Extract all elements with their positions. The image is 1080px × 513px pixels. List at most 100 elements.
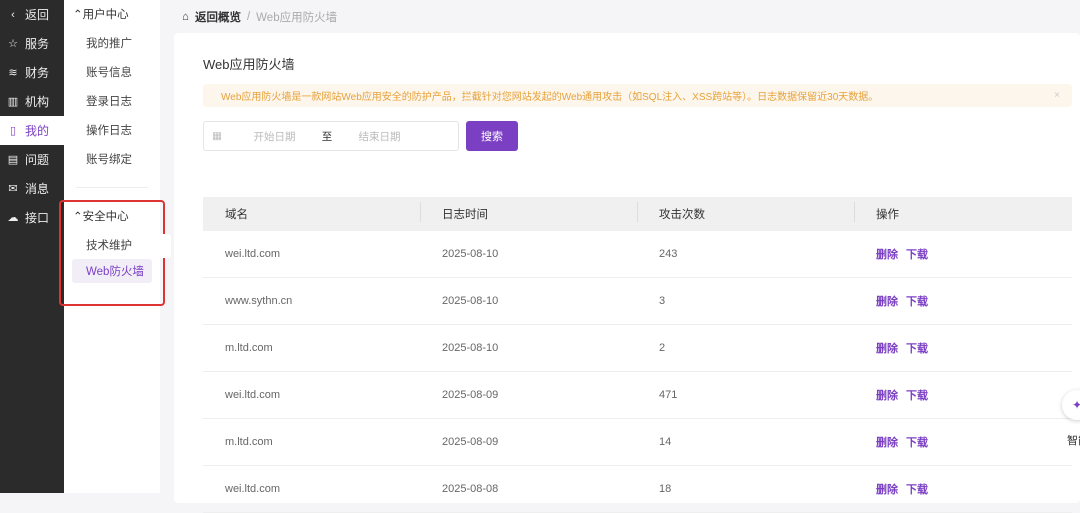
chevron-left-icon: ‹ bbox=[11, 8, 15, 21]
table-cell: www.sythn.cn bbox=[225, 295, 293, 307]
nav-label: 返回 bbox=[25, 8, 50, 22]
log-table: 域名 日志时间 攻击次数 操作 wei.ltd.com 2025-08-10 243 删除下… bbox=[203, 197, 1072, 513]
sidebar-item[interactable]: 操作日志 bbox=[86, 124, 132, 137]
table-cell: 14 bbox=[659, 436, 672, 448]
nav-item-1[interactable]: ☆ 服务 bbox=[0, 29, 64, 58]
nav-label: 服务 bbox=[25, 37, 50, 51]
home-icon: ⌂ bbox=[182, 11, 189, 23]
nav-item-0[interactable]: ‹ 返回 bbox=[0, 0, 64, 29]
delete-link[interactable]: 删除 bbox=[876, 437, 898, 449]
building-icon: ▥ bbox=[7, 96, 19, 108]
table-cell: 2025-08-08 bbox=[442, 483, 499, 495]
table-header: 域名 日志时间 攻击次数 操作 bbox=[203, 197, 1072, 231]
cloud-icon: ☁ bbox=[7, 212, 19, 224]
nav-label: 问题 bbox=[25, 153, 50, 167]
breadcrumb-home[interactable]: 返回概览 bbox=[194, 12, 241, 24]
actions-cell: 删除 下载 bbox=[854, 481, 1071, 497]
main-card: Web应用防火墙 Web应用防火墙是一款网站Web应用安全的防护产品，拦截针对您… bbox=[174, 33, 1080, 513]
nav-item-6[interactable]: ✉ 消息 bbox=[0, 174, 64, 203]
delete-link[interactable]: 删除 bbox=[876, 296, 898, 308]
document-icon: ▤ bbox=[7, 154, 19, 166]
table-cell: 2025-08-10 bbox=[442, 248, 499, 260]
table-cell: 2025-08-10 bbox=[442, 295, 499, 307]
download-link[interactable]: 下载 bbox=[906, 249, 928, 261]
delete-link[interactable]: 删除 bbox=[876, 343, 898, 355]
star-icon: ☆ bbox=[8, 38, 18, 50]
calendar-icon: ▦ bbox=[212, 130, 222, 142]
table-cell: 471 bbox=[659, 389, 678, 401]
alert-text: Web应用防火墙是一款网站Web应用安全的防护产品，拦截针对您网站发起的Web通… bbox=[221, 92, 879, 103]
table-row: wei.ltd.com 2025-08-09 471 删除 下载 bbox=[203, 372, 1072, 419]
table-cell: 2025-08-10 bbox=[442, 342, 499, 354]
table-cell: 2025-08-09 bbox=[442, 436, 499, 448]
assistant-icon[interactable]: ✦ bbox=[1062, 390, 1080, 420]
sidebar-item[interactable]: 登录日志 bbox=[86, 95, 132, 108]
sidebar-item[interactable]: Web防火墙 bbox=[72, 259, 152, 283]
info-alert: Web应用防火墙是一款网站Web应用安全的防护产品，拦截针对您网站发起的Web通… bbox=[203, 84, 1072, 107]
download-link[interactable]: 下载 bbox=[906, 390, 928, 402]
nav-item-2[interactable]: ≋ 财务 bbox=[0, 58, 64, 87]
table-cell: 2 bbox=[659, 342, 666, 354]
start-date-input[interactable]: 开始日期 bbox=[253, 130, 296, 143]
sub-sidebar: ⌃ 用户中心 我的推广账号信息登录日志操作日志账号绑定 ⌃ 安全中心 技术维护 Web… bbox=[64, 0, 160, 493]
nav-item-5[interactable]: ▤ 问题 bbox=[0, 145, 64, 174]
column-header: 操作 bbox=[854, 202, 1071, 222]
group-user-center[interactable]: ⌃ 用户中心 bbox=[73, 9, 129, 21]
sidebar-item[interactable]: 技术维护 bbox=[86, 239, 132, 252]
end-date-input[interactable]: 结束日期 bbox=[358, 130, 401, 143]
nav-item-7[interactable]: ☁ 接口 bbox=[0, 203, 64, 232]
table-cell: wei.ltd.com bbox=[225, 483, 281, 495]
nav-label: 财务 bbox=[25, 66, 50, 80]
table-cell: m.ltd.com bbox=[225, 436, 273, 448]
download-link[interactable]: 下载 bbox=[906, 296, 928, 308]
table-row: m.ltd.com 2025-08-10 2 删除 下载 bbox=[203, 325, 1072, 372]
actions-cell: 删除 下载 bbox=[854, 293, 1071, 309]
download-link[interactable]: 下载 bbox=[906, 343, 928, 355]
breadcrumb-current: Web应用防火墙 bbox=[256, 12, 338, 24]
sidebar-item[interactable]: 账号信息 bbox=[86, 66, 132, 79]
table-cell: m.ltd.com bbox=[225, 342, 273, 354]
close-icon[interactable]: × bbox=[1054, 90, 1060, 101]
delete-link[interactable]: 删除 bbox=[876, 484, 898, 496]
page-title: Web应用防火墙 bbox=[203, 57, 295, 72]
actions-cell: 删除 下载 bbox=[854, 434, 1071, 450]
table-cell: 2025-08-09 bbox=[442, 389, 499, 401]
delete-link[interactable]: 删除 bbox=[876, 249, 898, 261]
column-header: 攻击次数 bbox=[637, 202, 854, 222]
table-row: wei.ltd.com 2025-08-10 243 删除 下载 bbox=[203, 231, 1072, 278]
breadcrumb-separator: / bbox=[246, 11, 251, 23]
search-button[interactable]: 搜索 bbox=[466, 121, 518, 151]
date-range-picker[interactable]: ▦ 开始日期 至 结束日期 bbox=[203, 121, 459, 151]
nav-item-3[interactable]: ▥ 机构 bbox=[0, 87, 64, 116]
group-security-center[interactable]: ⌃ 安全中心 bbox=[73, 211, 129, 223]
collapse-handle[interactable] bbox=[160, 234, 171, 258]
main-nav: ‹ 返回 ☆ 服务 ≋ 财务 ▥ 机构 ▯ 我的 ▤ 问题 ✉ 消息 ☁ 接口 bbox=[0, 0, 64, 493]
table-row: wei.ltd.com 2025-08-08 18 删除 下载 bbox=[203, 466, 1072, 513]
actions-cell: 删除 下载 bbox=[854, 246, 1071, 262]
database-icon: ≋ bbox=[8, 67, 18, 79]
download-link[interactable]: 下载 bbox=[906, 437, 928, 449]
table-row: m.ltd.com 2025-08-09 14 删除 下载 bbox=[203, 419, 1072, 466]
actions-cell: 删除 下载 bbox=[854, 387, 1071, 403]
download-link[interactable]: 下载 bbox=[906, 484, 928, 496]
table-cell: 3 bbox=[659, 295, 666, 307]
mail-icon: ✉ bbox=[8, 183, 18, 195]
date-separator: 至 bbox=[321, 130, 333, 143]
breadcrumb: ⌂ 返回概览 / Web应用防火墙 bbox=[182, 9, 337, 25]
bookmark-icon: ▯ bbox=[9, 125, 17, 137]
nav-label: 我的 bbox=[25, 124, 50, 138]
table-cell: 18 bbox=[659, 483, 672, 495]
nav-label: 消息 bbox=[25, 182, 50, 196]
sidebar-item[interactable]: 账号绑定 bbox=[86, 153, 132, 166]
nav-label: 接口 bbox=[25, 211, 50, 225]
highlight-box bbox=[59, 200, 165, 306]
sidebar-item[interactable]: 我的推广 bbox=[86, 37, 132, 50]
table-cell: wei.ltd.com bbox=[225, 389, 281, 401]
nav-label: 机构 bbox=[25, 95, 50, 109]
delete-link[interactable]: 删除 bbox=[876, 390, 898, 402]
nav-item-4[interactable]: ▯ 我的 bbox=[0, 116, 64, 145]
actions-cell: 删除 下载 bbox=[854, 340, 1071, 356]
column-header: 域名 bbox=[225, 209, 248, 221]
divider bbox=[76, 187, 148, 188]
assistant-label[interactable]: 智能 bbox=[1067, 435, 1080, 447]
